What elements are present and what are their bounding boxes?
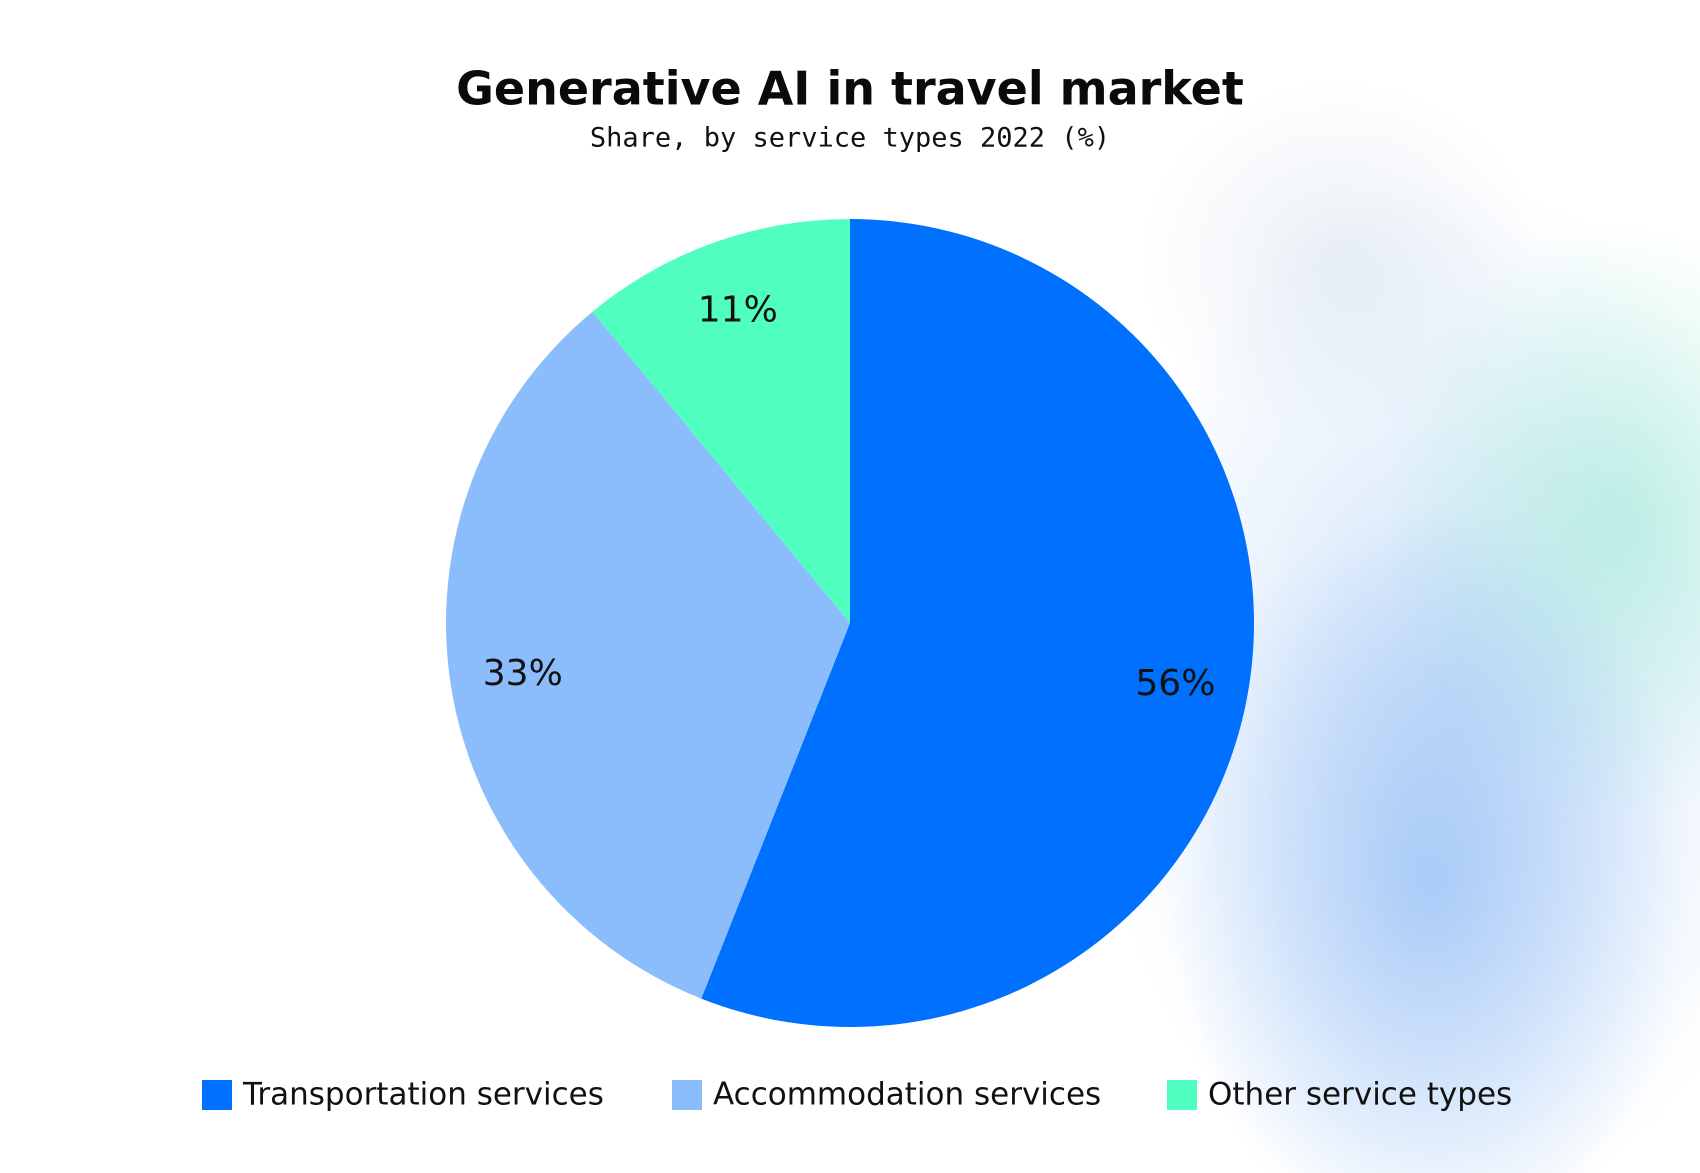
legend-label: Transportation services <box>242 1077 604 1113</box>
data-label: 33% <box>483 653 563 694</box>
legend-swatch <box>672 1080 702 1110</box>
legend-label: Other service types <box>1208 1077 1512 1113</box>
pie-slice <box>592 219 850 623</box>
pie-slice <box>701 219 1255 1027</box>
legend-label: Accommodation services <box>713 1077 1101 1113</box>
legend-swatch <box>202 1080 232 1110</box>
legend-swatch <box>1167 1080 1197 1110</box>
pie-slice <box>446 311 850 999</box>
data-label: 11% <box>698 289 778 330</box>
chart-subtitle: Share, by service types 2022 (%) <box>590 123 1110 154</box>
data-label: 56% <box>1135 663 1215 704</box>
chart-title: Generative AI in travel market <box>456 62 1244 116</box>
